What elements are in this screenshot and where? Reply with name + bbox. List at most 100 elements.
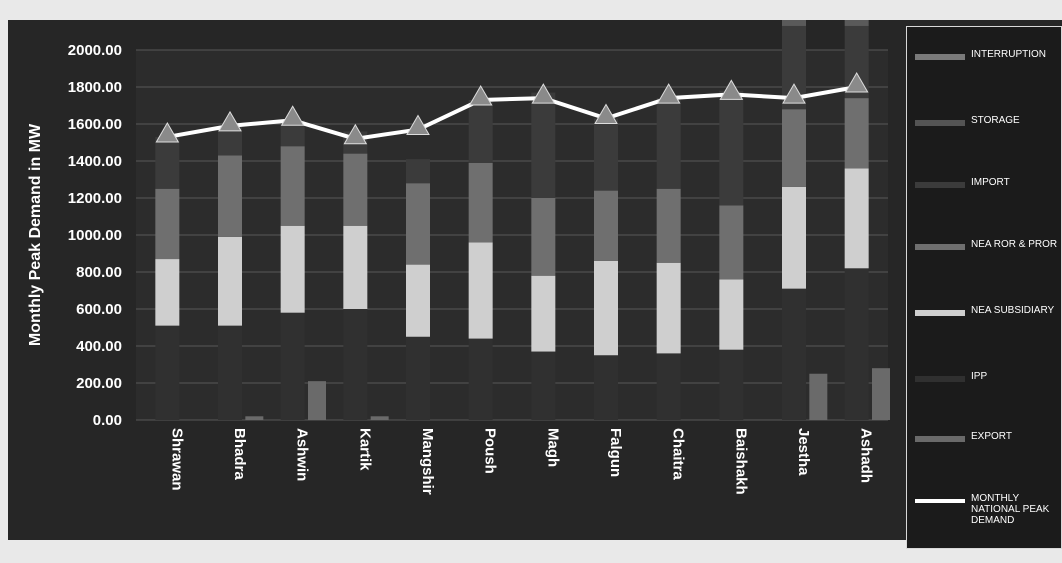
bar-segment-ipp (531, 351, 556, 420)
bar-segment-nea-ror-pror (343, 153, 368, 226)
bar-segment-ipp (782, 288, 806, 420)
legend: INTERRUPTION STORAGE IMPORT NEA ROR & PROR N… (906, 26, 1062, 549)
bar-segment-ipp (343, 309, 368, 420)
y-axis-label: Monthly Peak Demand in MW (27, 123, 44, 346)
legend-label: STORAGE (971, 115, 1020, 126)
bar-segment-ipp (155, 325, 180, 420)
x-category-label: Chaitra (670, 428, 687, 480)
bar-segment-ipp (218, 325, 242, 420)
bar-segment-nea-ror-pror (782, 109, 806, 187)
bar-segment-nea-ror-pror (218, 155, 242, 237)
bar-segment-ipp (844, 268, 869, 420)
legend-swatch (915, 436, 965, 442)
peak-demand-marker (656, 83, 681, 104)
bar-segment-export (370, 416, 389, 420)
x-category-label: Poush (482, 428, 499, 474)
y-tick-label: 1000.00 (68, 227, 122, 244)
legend-swatch (915, 182, 965, 188)
chart-frame: 0.00 200.00 400.00 600.00 800.00 1000.00 1200.… (8, 20, 1062, 549)
bar-segment-ipp (406, 336, 430, 420)
x-category-label: Jestha (795, 428, 812, 476)
bar-segment-nea-ror-pror (719, 205, 744, 280)
bar-segment-nea-ror-pror (280, 146, 305, 226)
peak-demand-marker (719, 79, 744, 100)
y-tick-label: 1400.00 (68, 153, 122, 170)
bar-segment-nea-ror-pror (594, 190, 618, 261)
bar-segment-import (719, 90, 744, 206)
legend-label: NEA SUBSIDIARY (971, 305, 1055, 316)
chart: 0.00 200.00 400.00 600.00 800.00 1000.00 1200.… (27, 20, 890, 495)
y-tick-label: 1800.00 (68, 79, 122, 96)
legend-swatch (915, 120, 965, 126)
y-tick-label: 1200.00 (68, 190, 122, 207)
bar-segment-ipp (594, 355, 618, 420)
bar-segment-export (308, 381, 326, 420)
bar-segment-import (531, 92, 556, 198)
y-tick-label: 0.00 (93, 412, 122, 429)
bar-segment-import (406, 159, 430, 184)
legend-label: EXPORT (971, 431, 1012, 442)
x-axis-categories: Shrawan Bhadra Ashwin Kartik Mangshir Poush Ma… (168, 428, 874, 495)
x-category-label: Kartik (356, 428, 373, 471)
legend-label: IMPORT (971, 177, 1010, 188)
bar-segment-nea-subsidiary (155, 259, 180, 326)
legend-label: NEA ROR & PROR (971, 239, 1058, 250)
bar-segment-nea-subsidiary (844, 168, 869, 269)
peak-demand-marker (844, 72, 869, 93)
legend-swatch (915, 244, 965, 250)
peak-demand-marker (155, 121, 180, 143)
bar-segment-ipp (719, 349, 744, 420)
y-tick-label: 600.00 (76, 301, 122, 318)
peak-demand-marker (468, 84, 493, 106)
bar-segment-nea-ror-pror (531, 198, 556, 276)
bar-segment-nea-ror-pror (844, 98, 869, 169)
peak-demand-polyline (166, 85, 858, 141)
y-tick-label: 2000.00 (68, 42, 122, 59)
x-category-label: Bhadra (231, 428, 248, 480)
legend-swatch (915, 310, 965, 316)
peak-demand-marker (594, 103, 618, 124)
peak-demand-marker (406, 114, 430, 136)
y-tick-label: 200.00 (76, 375, 122, 392)
bar-segment-interruption (844, 20, 869, 26)
x-category-label: Baishakh (732, 428, 749, 495)
bar-segment-nea-subsidiary (782, 186, 806, 289)
legend-label: MONTHLY NATIONAL PEAK DEMAND (971, 493, 1050, 526)
bar-segment-import (594, 118, 618, 191)
bar-segment-nea-subsidiary (280, 225, 305, 313)
peak-demand-marker (280, 105, 305, 126)
y-tick-label: 800.00 (76, 264, 122, 281)
bar-segment-ipp (656, 353, 681, 420)
bar-segment-export (809, 373, 828, 420)
x-category-label: Magh (544, 428, 561, 467)
bar-segment-export (872, 368, 890, 420)
bar-segment-import (468, 99, 493, 163)
legend-swatch (915, 376, 965, 382)
bar-segment-ipp (280, 312, 305, 420)
y-tick-label: 1600.00 (68, 116, 122, 133)
peak-demand-marker (531, 83, 556, 104)
bar-segment-interruption (782, 20, 806, 26)
legend-label: INTERRUPTION (971, 49, 1046, 60)
legend-swatch (915, 54, 965, 60)
bar-segment-nea-subsidiary (406, 264, 430, 337)
bar-segment-export (245, 416, 264, 420)
x-category-label: Falgun (607, 428, 624, 477)
bar-segment-nea-ror-pror (406, 183, 430, 265)
bar-segment-nea-subsidiary (468, 242, 493, 339)
bar-segment-import (155, 136, 180, 189)
x-category-label: Shrawan (168, 428, 185, 491)
peak-demand-marker (218, 110, 242, 132)
bar-segment-nea-subsidiary (594, 260, 618, 356)
x-category-label: Ashadh (858, 428, 875, 483)
bar-segment-import (656, 98, 681, 189)
bar-segment-nea-ror-pror (155, 188, 180, 260)
bar-segment-nea-subsidiary (218, 236, 242, 326)
bar-segment-ipp (468, 338, 493, 420)
legend-label: IPP (971, 371, 988, 382)
bar-segment-nea-ror-pror (656, 188, 681, 263)
x-category-label: Ashwin (294, 428, 311, 481)
bar-segment-nea-subsidiary (531, 275, 556, 352)
y-tick-label: 400.00 (76, 338, 122, 355)
peak-demand-marker (782, 83, 806, 104)
